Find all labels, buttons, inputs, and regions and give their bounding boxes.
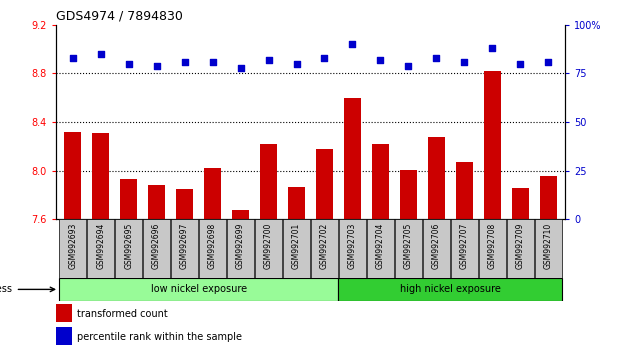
- Text: GSM992698: GSM992698: [208, 222, 217, 269]
- Bar: [120, 179, 137, 219]
- FancyBboxPatch shape: [311, 219, 338, 278]
- FancyBboxPatch shape: [451, 219, 478, 278]
- Bar: [316, 149, 333, 219]
- Point: [96, 51, 106, 57]
- FancyBboxPatch shape: [59, 219, 86, 278]
- Bar: [400, 170, 417, 219]
- Text: GSM992708: GSM992708: [488, 222, 497, 269]
- Text: GDS4974 / 7894830: GDS4974 / 7894830: [56, 9, 183, 22]
- Bar: [204, 169, 221, 219]
- Bar: [56, 327, 72, 345]
- Text: GSM992710: GSM992710: [544, 222, 553, 269]
- Text: low nickel exposure: low nickel exposure: [150, 284, 247, 295]
- Point: [152, 63, 161, 69]
- Point: [207, 59, 217, 65]
- Text: GSM992704: GSM992704: [376, 222, 385, 269]
- Point: [179, 59, 189, 65]
- Bar: [540, 176, 556, 219]
- Text: GSM992705: GSM992705: [404, 222, 413, 269]
- FancyBboxPatch shape: [227, 219, 254, 278]
- Bar: [338, 278, 562, 301]
- Point: [68, 55, 78, 61]
- Text: GSM992693: GSM992693: [68, 222, 77, 269]
- Point: [404, 63, 414, 69]
- Bar: [260, 144, 277, 219]
- Text: GSM992700: GSM992700: [264, 222, 273, 269]
- Bar: [456, 162, 473, 219]
- Text: GSM992702: GSM992702: [320, 222, 329, 269]
- Text: stress: stress: [0, 284, 12, 295]
- Bar: [484, 71, 501, 219]
- Bar: [512, 188, 528, 219]
- Point: [543, 59, 553, 65]
- Bar: [176, 189, 193, 219]
- FancyBboxPatch shape: [143, 219, 170, 278]
- Bar: [65, 132, 81, 219]
- Bar: [59, 278, 338, 301]
- FancyBboxPatch shape: [116, 219, 142, 278]
- FancyBboxPatch shape: [255, 219, 282, 278]
- Point: [291, 61, 301, 67]
- Point: [235, 65, 245, 70]
- Text: GSM992703: GSM992703: [348, 222, 357, 269]
- FancyBboxPatch shape: [171, 219, 198, 278]
- FancyBboxPatch shape: [283, 219, 310, 278]
- FancyBboxPatch shape: [87, 219, 114, 278]
- Text: GSM992707: GSM992707: [460, 222, 469, 269]
- FancyBboxPatch shape: [199, 219, 226, 278]
- Bar: [372, 144, 389, 219]
- Text: GSM992709: GSM992709: [516, 222, 525, 269]
- Text: GSM992695: GSM992695: [124, 222, 133, 269]
- Text: GSM992701: GSM992701: [292, 222, 301, 269]
- Bar: [288, 187, 305, 219]
- Text: transformed count: transformed count: [77, 309, 168, 319]
- FancyBboxPatch shape: [507, 219, 534, 278]
- Point: [460, 59, 469, 65]
- Bar: [344, 98, 361, 219]
- Point: [376, 57, 386, 63]
- FancyBboxPatch shape: [339, 219, 366, 278]
- Point: [263, 57, 273, 63]
- FancyBboxPatch shape: [423, 219, 450, 278]
- FancyBboxPatch shape: [479, 219, 505, 278]
- Point: [320, 55, 330, 61]
- Bar: [148, 185, 165, 219]
- Text: GSM992696: GSM992696: [152, 222, 161, 269]
- Point: [348, 41, 358, 47]
- Bar: [56, 304, 72, 321]
- Point: [487, 45, 497, 51]
- Bar: [93, 133, 109, 219]
- Point: [432, 55, 442, 61]
- FancyBboxPatch shape: [395, 219, 422, 278]
- Text: GSM992697: GSM992697: [180, 222, 189, 269]
- FancyBboxPatch shape: [535, 219, 562, 278]
- Text: percentile rank within the sample: percentile rank within the sample: [77, 332, 242, 342]
- Text: GSM992699: GSM992699: [236, 222, 245, 269]
- Bar: [428, 137, 445, 219]
- Bar: [232, 210, 249, 219]
- Text: GSM992694: GSM992694: [96, 222, 105, 269]
- FancyBboxPatch shape: [367, 219, 394, 278]
- Text: GSM992706: GSM992706: [432, 222, 441, 269]
- Point: [124, 61, 134, 67]
- Text: high nickel exposure: high nickel exposure: [400, 284, 501, 295]
- Point: [515, 61, 525, 67]
